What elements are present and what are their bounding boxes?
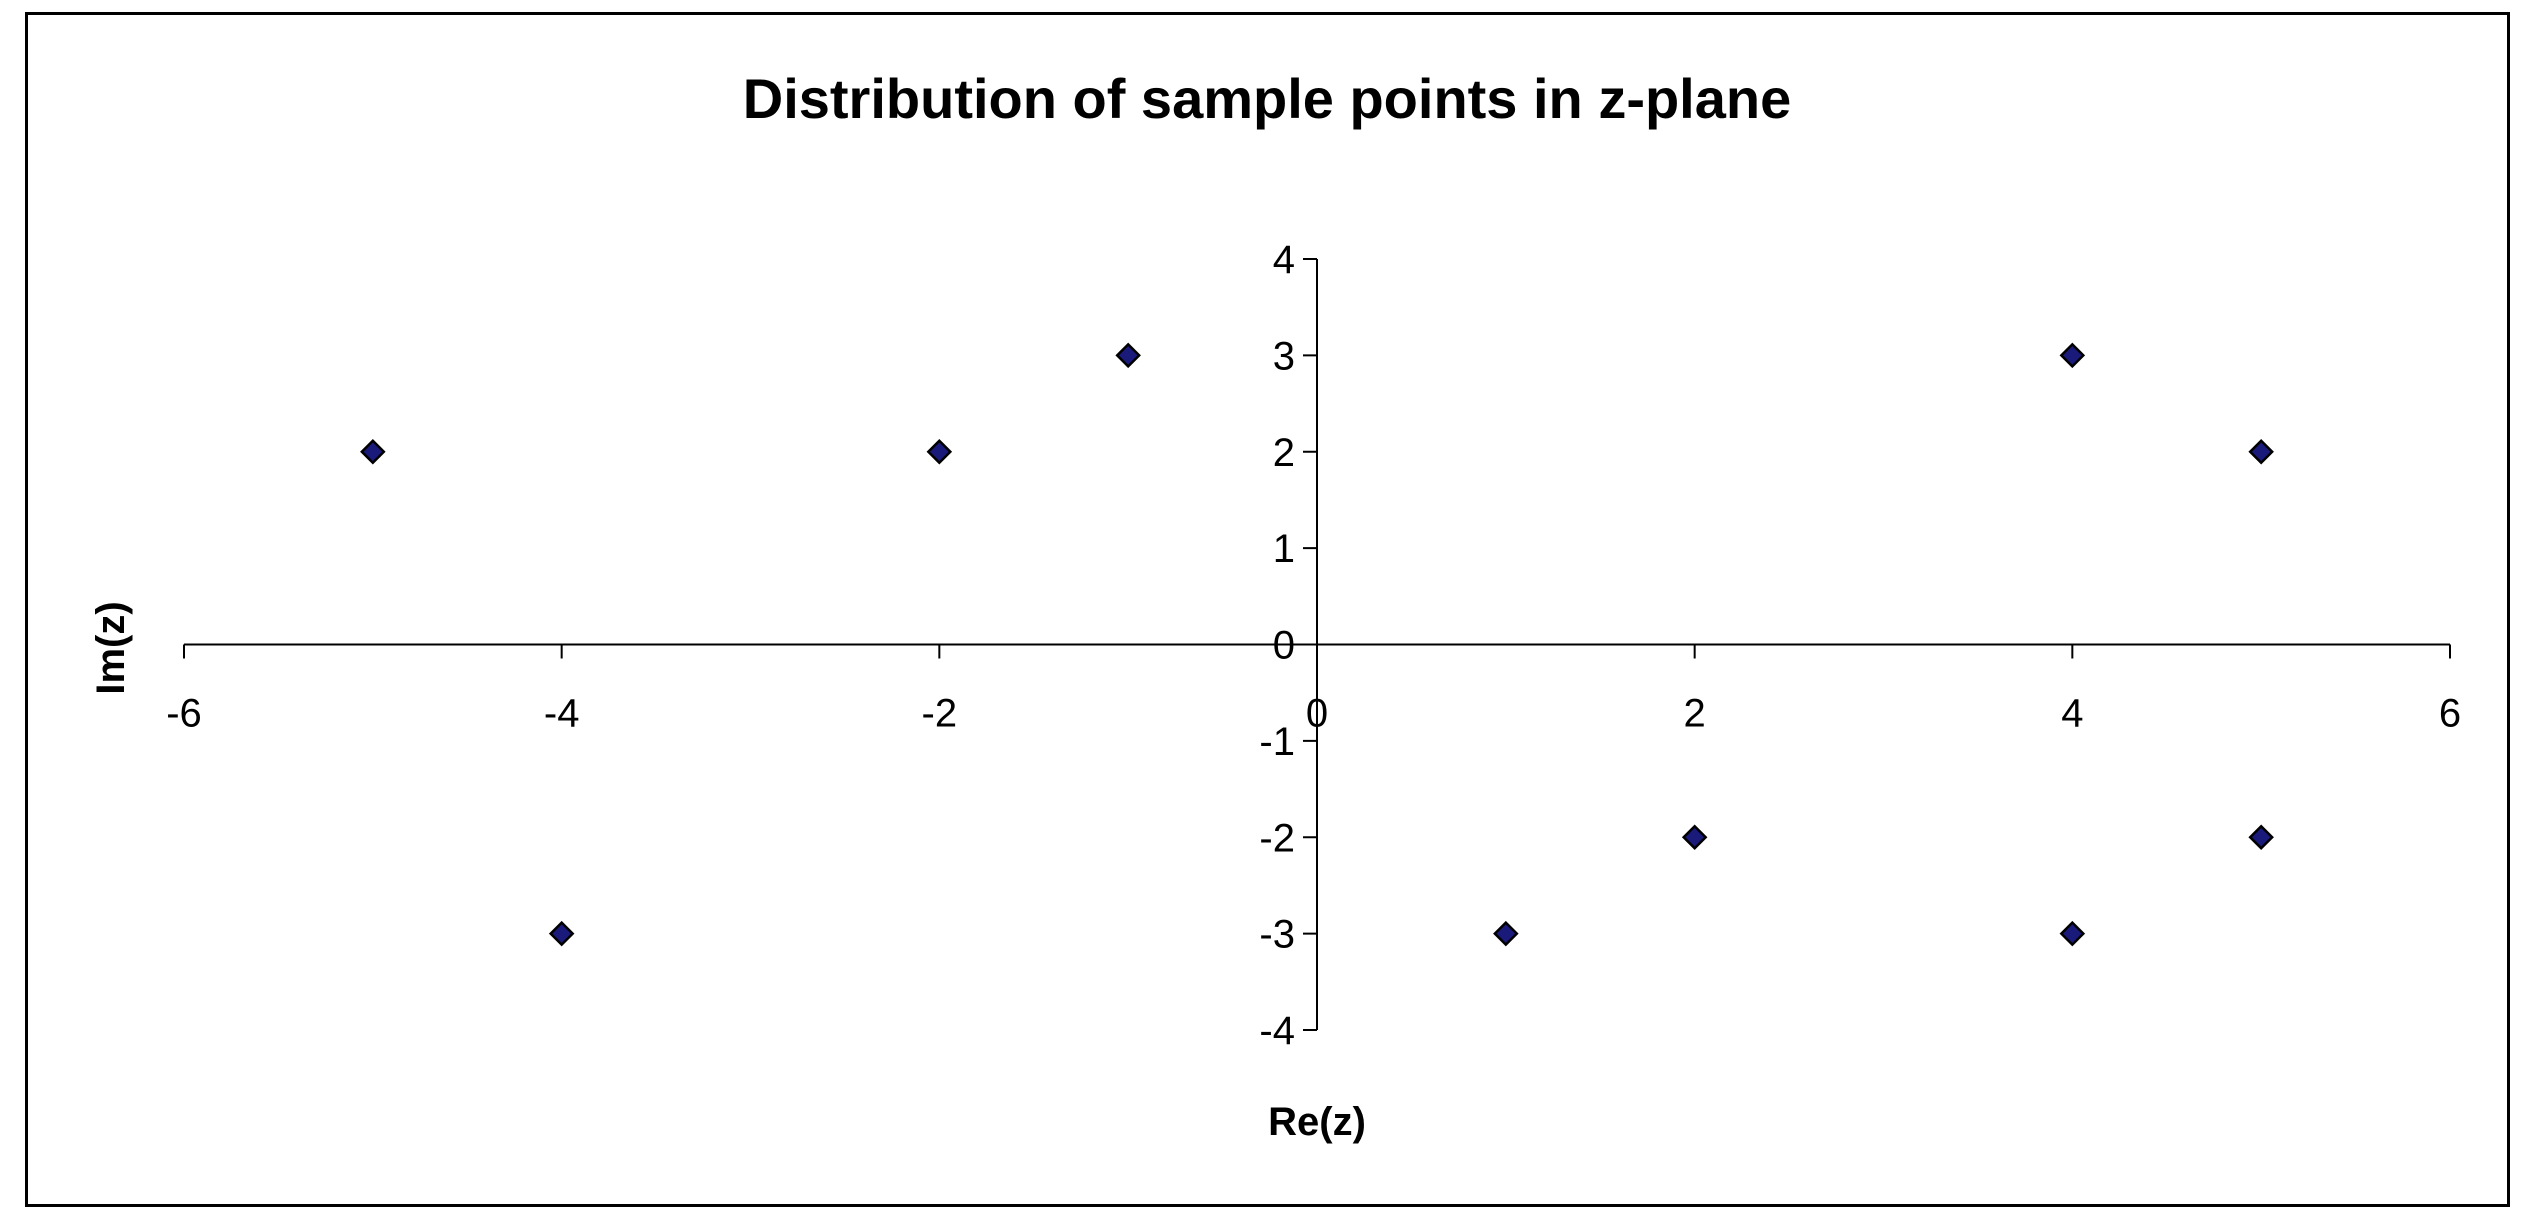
data-point [1493,920,1519,947]
data-point [1115,342,1141,369]
data-point [2059,342,2086,369]
data-point [2248,824,2274,851]
data-point [2248,438,2274,465]
y-tick-label: 2 [1273,431,1295,475]
x-tick-label: 0 [1306,692,1328,736]
x-tick-label: -2 [922,692,958,736]
x-tick-label: 6 [2439,692,2461,736]
y-tick-label: -1 [1259,720,1295,764]
y-axis-label: Im(z) [89,601,133,694]
data-point [548,920,575,947]
chart-title: Distribution of sample points in z-plane [743,67,1791,130]
y-tick-label: -2 [1259,816,1295,860]
data-points [360,342,2274,947]
data-point [1681,824,1708,851]
x-axis-label: Re(z) [1268,1100,1366,1144]
data-point [360,438,386,465]
y-tick-label: 0 [1273,624,1295,668]
data-point [926,438,953,465]
x-tick-label: -4 [544,692,580,736]
x-tick-label: 4 [2061,692,2083,736]
x-tick-label: 2 [1684,692,1706,736]
chart-frame [25,12,2510,1207]
y-ticks: -4 -3 -2 -1 0 1 2 3 4 [1259,238,1317,1053]
x-ticks: -6 -4 -2 0 2 4 6 [166,644,2461,736]
data-point [2059,920,2086,947]
y-tick-label: 1 [1273,527,1295,571]
y-tick-label: -4 [1259,1009,1295,1053]
y-tick-label: 4 [1273,238,1295,282]
y-tick-label: -3 [1259,913,1295,957]
y-tick-label: 3 [1273,334,1295,378]
x-tick-label: -6 [166,692,202,736]
